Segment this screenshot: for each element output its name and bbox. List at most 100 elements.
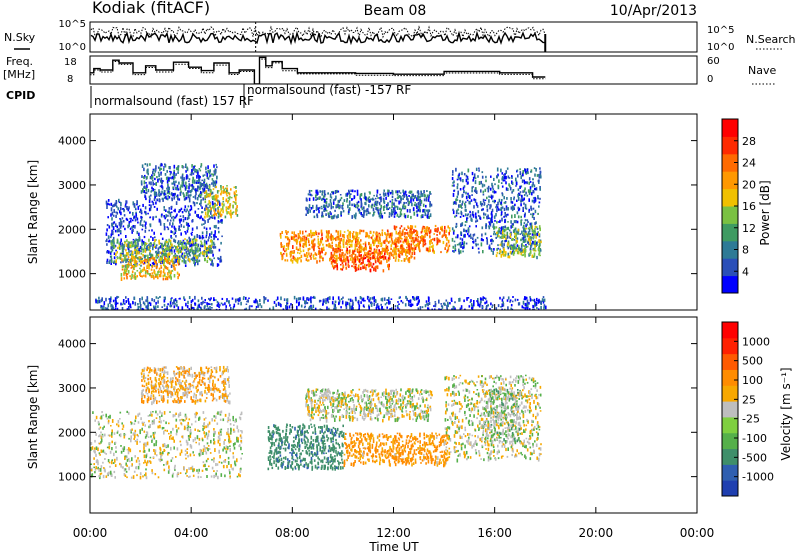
heatmap-cell	[378, 252, 381, 255]
heatmap-cell	[447, 239, 450, 244]
heatmap-cell	[542, 296, 545, 299]
heatmap-cell	[428, 297, 430, 301]
heatmap-cell	[106, 205, 108, 209]
heatmap-cell	[143, 449, 146, 453]
heatmap-cell	[507, 207, 509, 211]
heatmap-cell	[215, 163, 217, 166]
heatmap-cell	[135, 264, 138, 268]
heatmap-cell	[140, 215, 142, 219]
heatmap-cell	[161, 163, 163, 167]
heatmap-cell	[513, 251, 516, 255]
heatmap-cell	[192, 173, 195, 175]
heatmap-cell	[502, 229, 505, 232]
heatmap-cell	[158, 198, 161, 201]
heatmap-cell	[219, 202, 221, 207]
heatmap-cell	[409, 208, 411, 213]
heatmap-cell	[367, 258, 369, 263]
heatmap-cell	[394, 259, 397, 262]
heatmap-cell	[305, 197, 308, 202]
heatmap-cell	[188, 252, 190, 256]
heatmap-cell	[522, 234, 524, 237]
heatmap-cell	[193, 260, 195, 264]
heatmap-cell	[455, 201, 457, 205]
heatmap-cell	[337, 236, 339, 239]
heatmap-cell	[399, 227, 401, 230]
heatmap-cell	[386, 250, 388, 254]
heatmap-cell	[130, 217, 132, 220]
heatmap-cell	[539, 187, 541, 191]
heatmap-cell	[403, 194, 406, 198]
heatmap-cell	[200, 204, 202, 207]
heatmap-cell	[198, 253, 201, 257]
heatmap-cell	[281, 253, 283, 257]
heatmap-cell	[220, 213, 223, 216]
heatmap-cell	[382, 269, 385, 273]
heatmap-cell	[198, 168, 201, 170]
heatmap-cell	[353, 261, 355, 265]
heatmap-cell	[539, 170, 542, 175]
heatmap-cell	[147, 259, 150, 262]
heatmap-cell	[373, 302, 376, 306]
heatmap-cell	[419, 202, 422, 206]
heatmap-cell	[217, 206, 219, 210]
heatmap-cell	[330, 205, 333, 210]
heatmap-cell	[403, 192, 405, 195]
heatmap-cell	[142, 475, 144, 478]
heatmap-cell	[177, 240, 180, 243]
heatmap-cell	[221, 220, 223, 224]
heatmap-cell	[381, 297, 384, 302]
heatmap-cell	[155, 260, 157, 265]
heatmap-cell	[293, 256, 296, 261]
nave-series	[90, 58, 546, 84]
heatmap-cell	[402, 240, 404, 244]
heatmap-cell	[175, 432, 178, 436]
colorbar-segment	[722, 171, 738, 190]
heatmap-cell	[408, 246, 410, 251]
heatmap-cell	[234, 201, 236, 204]
heatmap-cell	[468, 225, 471, 228]
heatmap-cell	[116, 239, 119, 244]
heatmap-cell	[427, 307, 429, 310]
heatmap-cell	[469, 214, 472, 218]
heatmap-cell	[474, 177, 477, 180]
heatmap-cell	[157, 300, 159, 304]
heatmap-cell	[198, 304, 200, 308]
heatmap-cell	[111, 248, 114, 251]
heatmap-cell	[169, 166, 171, 170]
heatmap-cell	[459, 245, 462, 248]
heatmap-cell	[199, 181, 202, 186]
heatmap-cell	[521, 254, 524, 257]
heatmap-cell	[187, 222, 190, 227]
heatmap-cell	[394, 245, 397, 250]
heatmap-cell	[475, 167, 478, 171]
heatmap-cell	[236, 298, 239, 302]
heatmap-cell	[351, 257, 354, 261]
heatmap-cell	[168, 238, 170, 243]
heatmap-cell	[164, 265, 166, 269]
heatmap-cell	[340, 211, 342, 215]
heatmap-cell	[207, 248, 209, 252]
noise-right-label: N.Search	[746, 33, 796, 46]
heatmap-cell	[463, 241, 466, 244]
heatmap-cell	[342, 210, 345, 213]
heatmap-cell	[527, 237, 530, 242]
heatmap-cell	[369, 297, 372, 300]
heatmap-cell	[143, 274, 145, 277]
heatmap-cell	[197, 185, 199, 190]
heatmap-cell	[370, 305, 373, 307]
heatmap-cell	[155, 296, 158, 299]
heatmap-cell	[389, 300, 391, 305]
heatmap-cell	[191, 249, 194, 253]
heatmap-cell	[153, 183, 156, 185]
heatmap-cell	[483, 184, 486, 187]
heatmap-cell	[108, 252, 110, 254]
heatmap-cell	[364, 257, 366, 260]
heatmap-cell	[201, 237, 204, 240]
heatmap-cell	[188, 180, 190, 183]
heatmap-cell	[469, 301, 472, 303]
heatmap-cell	[129, 448, 132, 453]
heatmap-cell	[355, 240, 357, 244]
heatmap-cell	[504, 219, 506, 224]
heatmap-cell	[520, 215, 522, 219]
heatmap-cell	[326, 231, 328, 234]
